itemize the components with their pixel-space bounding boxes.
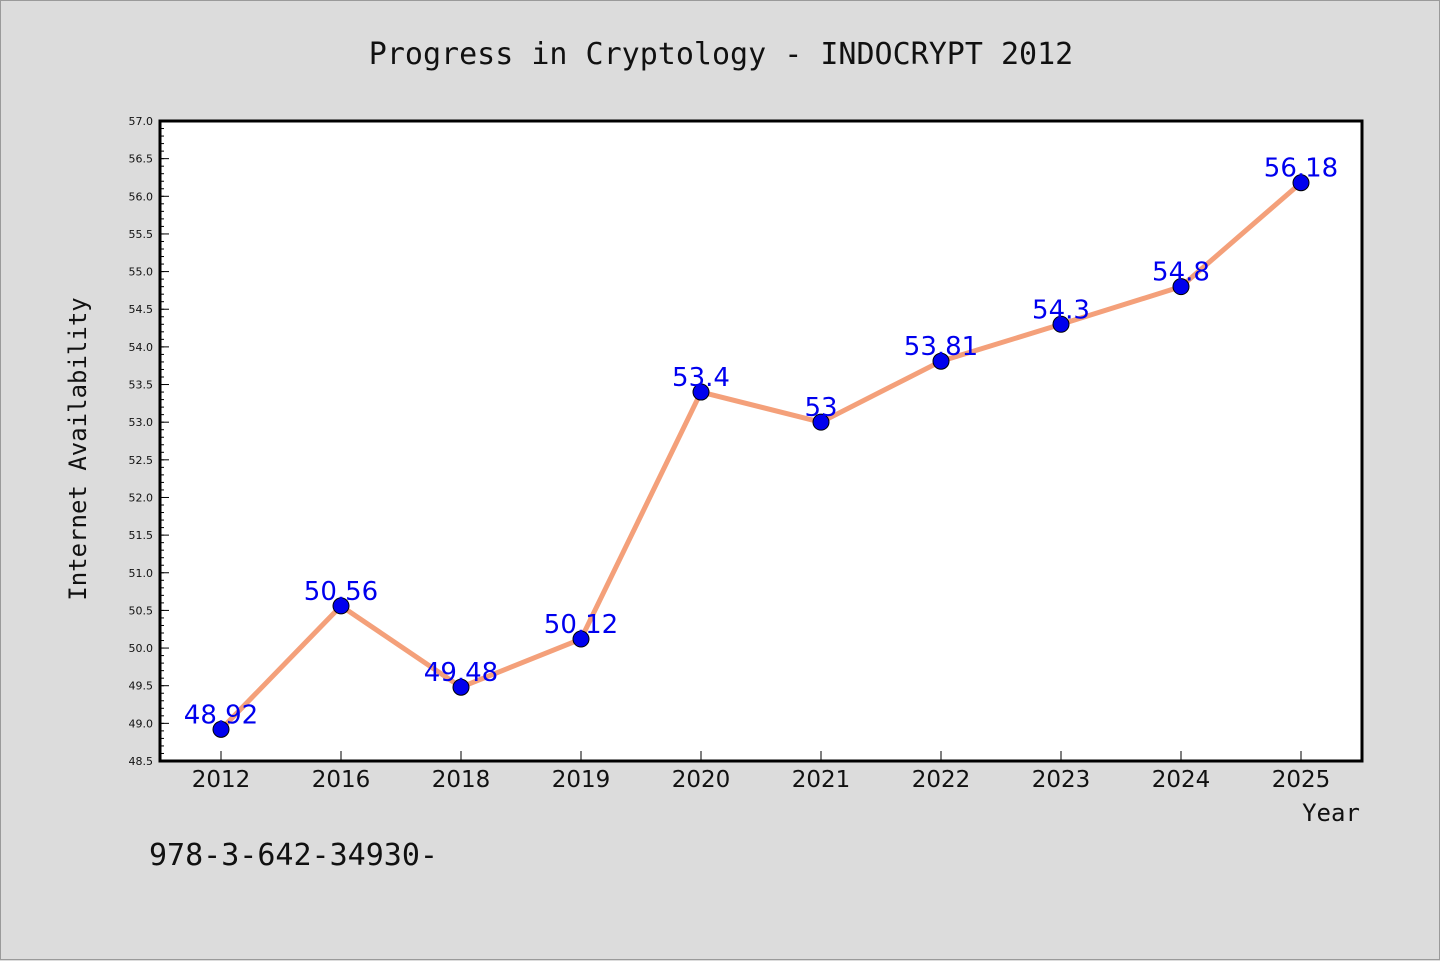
data-label: 54.3 bbox=[1032, 295, 1090, 325]
data-point-marker bbox=[332, 597, 350, 615]
data-label: 53.81 bbox=[904, 332, 978, 362]
data-label: 49.48 bbox=[424, 658, 498, 688]
data-point-marker bbox=[812, 413, 830, 431]
data-label: 50.12 bbox=[544, 610, 618, 640]
data-point-marker bbox=[1052, 315, 1070, 333]
y-tick-label: 53.0 bbox=[129, 416, 154, 429]
y-tick-label: 55.5 bbox=[129, 228, 154, 241]
data-point-marker bbox=[452, 678, 470, 696]
x-tick-label: 2012 bbox=[192, 767, 251, 793]
x-tick-label: 2021 bbox=[792, 767, 851, 793]
y-tick-label: 53.5 bbox=[129, 379, 154, 392]
footer-isbn: 978-3-642-34930- bbox=[149, 838, 438, 873]
y-tick-label: 50.0 bbox=[129, 642, 154, 655]
y-tick-label: 52.0 bbox=[129, 491, 154, 504]
y-tick-label: 54.0 bbox=[129, 341, 154, 354]
y-tick-label: 50.5 bbox=[129, 604, 154, 617]
x-tick-label: 2022 bbox=[912, 767, 971, 793]
y-axis: 48.5 49.0 49.5 50.0 50.5 51.0 51.5 52.0 52.5 53.0… bbox=[129, 115, 169, 768]
plot-area bbox=[158, 119, 1364, 763]
y-tick-label: 51.5 bbox=[129, 529, 154, 542]
data-point-marker bbox=[692, 383, 710, 401]
x-axis-title: Year bbox=[1302, 799, 1360, 827]
x-tick-label: 2016 bbox=[312, 767, 371, 793]
data-label: 48.92 bbox=[184, 700, 258, 730]
chart-title: Progress in Cryptology - INDOCRYPT 2012 bbox=[369, 37, 1073, 72]
x-tick-label: 2019 bbox=[552, 767, 611, 793]
x-tick-label: 2023 bbox=[1032, 767, 1091, 793]
data-label: 53 bbox=[804, 393, 837, 423]
data-label: 56.18 bbox=[1264, 154, 1338, 184]
data-point-marker bbox=[1172, 278, 1190, 296]
data-label: 54.8 bbox=[1152, 258, 1210, 288]
x-tick-label: 2025 bbox=[1272, 767, 1331, 793]
x-tick-label: 2020 bbox=[672, 767, 731, 793]
data-point-marker bbox=[1292, 174, 1310, 192]
data-point-marker bbox=[572, 630, 590, 648]
y-tick-label: 56.5 bbox=[129, 153, 154, 166]
data-labels: 48.92 50.56 49.48 50.12 53.4 53 53.81 54.3 54.8 5… bbox=[184, 154, 1338, 731]
data-label: 53.4 bbox=[672, 363, 730, 393]
data-label: 50.56 bbox=[304, 577, 378, 607]
y-tick-label: 57.0 bbox=[129, 115, 154, 128]
x-tick-label: 2018 bbox=[432, 767, 491, 793]
x-axis: 2012 2016 2018 2019 2020 2021 2022 2023 2024 2025 bbox=[192, 751, 1331, 793]
series-line bbox=[218, 180, 1304, 732]
data-point-marker bbox=[932, 352, 950, 370]
y-tick-label: 49.0 bbox=[129, 717, 154, 730]
data-point-marker bbox=[212, 720, 230, 738]
y-tick-label: 49.5 bbox=[129, 680, 154, 693]
y-tick-label: 55.0 bbox=[129, 266, 154, 279]
y-tick-label: 52.5 bbox=[129, 454, 154, 467]
y-tick-label: 54.5 bbox=[129, 303, 154, 316]
series-line-group bbox=[212, 174, 1310, 738]
x-tick-label: 2024 bbox=[1152, 767, 1211, 793]
y-axis-title: Internet Availability bbox=[64, 297, 92, 600]
y-tick-label: 56.0 bbox=[129, 190, 154, 203]
y-tick-label: 51.0 bbox=[129, 567, 154, 580]
y-tick-label: 48.5 bbox=[129, 755, 154, 768]
